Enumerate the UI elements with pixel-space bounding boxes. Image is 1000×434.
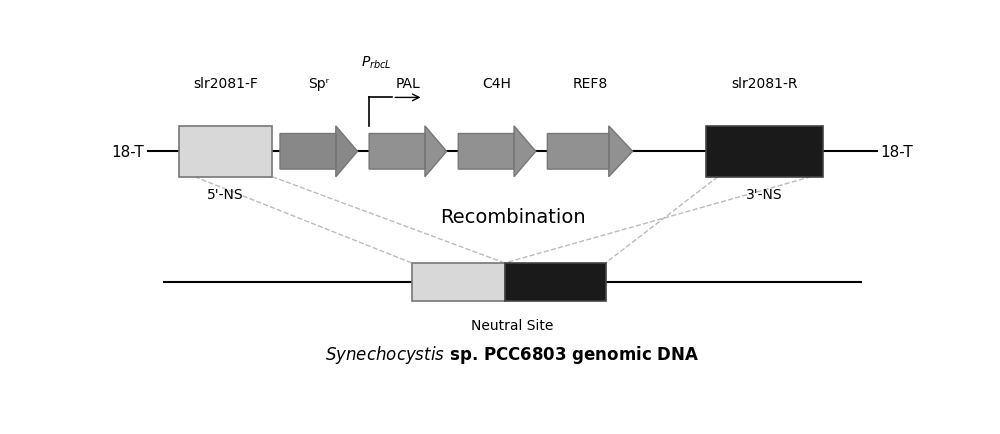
- Text: 5'-NS: 5'-NS: [207, 188, 244, 202]
- Bar: [179, 127, 272, 178]
- Bar: [412, 263, 505, 302]
- Text: PAL: PAL: [396, 76, 420, 91]
- Polygon shape: [458, 127, 536, 178]
- Polygon shape: [547, 127, 633, 178]
- Polygon shape: [369, 127, 447, 178]
- Text: 18-T: 18-T: [112, 145, 144, 159]
- Polygon shape: [280, 127, 358, 178]
- Text: 18-T: 18-T: [881, 145, 913, 159]
- Text: Recombination: Recombination: [440, 208, 585, 227]
- Text: REF8: REF8: [572, 76, 608, 91]
- Text: 3'-NS: 3'-NS: [746, 188, 783, 202]
- Text: C4H: C4H: [483, 76, 511, 91]
- Text: Spʳ: Spʳ: [308, 76, 329, 91]
- Text: slr2081-F: slr2081-F: [193, 76, 258, 91]
- Text: slr2081-R: slr2081-R: [731, 76, 798, 91]
- Text: $\it{Synechocystis}$ sp. PCC6803 genomic DNA: $\it{Synechocystis}$ sp. PCC6803 genomic…: [325, 343, 700, 365]
- Bar: [505, 263, 606, 302]
- Bar: [706, 127, 822, 178]
- Text: $P_{rbcL}$: $P_{rbcL}$: [361, 55, 392, 71]
- Text: Neutral Site: Neutral Site: [471, 319, 554, 332]
